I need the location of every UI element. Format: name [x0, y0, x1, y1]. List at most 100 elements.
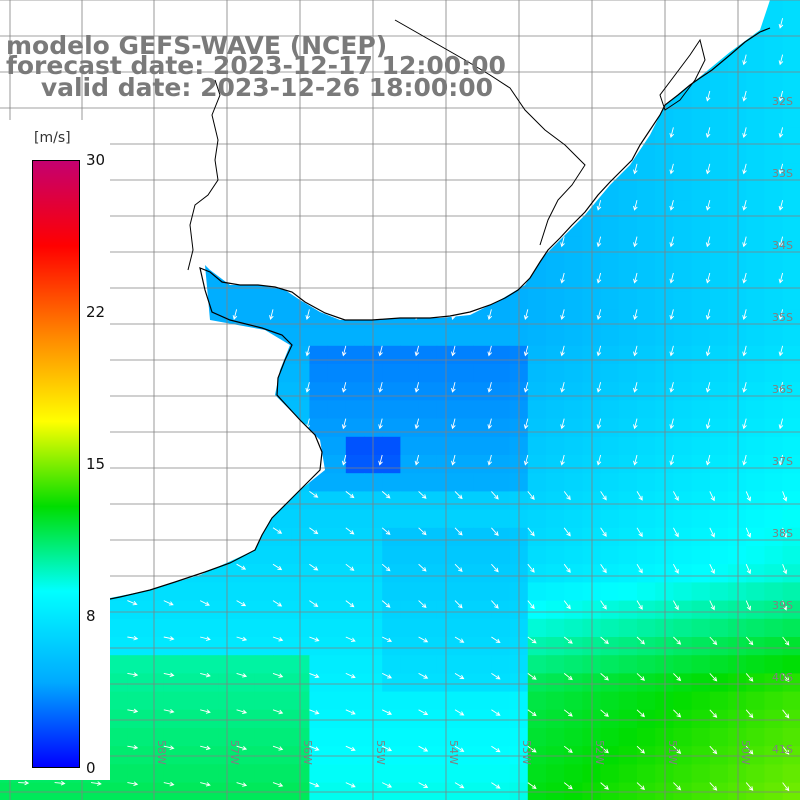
wind-cell [527, 327, 547, 347]
wind-cell [764, 509, 784, 529]
wind-arrow [742, 54, 747, 66]
wind-cell [182, 691, 201, 711]
wind-cell [782, 582, 800, 602]
wind-cell [728, 764, 747, 784]
wind-cell [527, 273, 547, 292]
wind-cell [564, 546, 583, 565]
wind-cell [218, 655, 238, 674]
wind-cell [127, 637, 147, 656]
wind-cell [309, 527, 329, 547]
wind-arrow [378, 454, 383, 466]
wind-cell [691, 236, 711, 256]
wind-cell [564, 400, 583, 420]
wind-arrow [236, 563, 247, 570]
wind-cell [728, 91, 747, 110]
wind-cell [0, 782, 19, 800]
wind-cell [728, 637, 747, 656]
wind-cell [345, 491, 365, 511]
wind-cell [728, 600, 747, 620]
wind-arrow [454, 673, 465, 680]
wind-cell [782, 418, 800, 438]
lat-label: 32S [772, 95, 793, 108]
wind-cell [327, 600, 347, 620]
wind-cell [491, 618, 511, 638]
wind-cell [673, 418, 693, 438]
wind-cell [691, 655, 711, 674]
wind-cell [291, 564, 310, 583]
wind-cell [254, 673, 274, 693]
wind-arrow [345, 600, 355, 608]
wind-cell [637, 618, 656, 638]
wind-cell [236, 782, 256, 800]
lat-label: 33S [772, 167, 793, 180]
wind-cell [418, 764, 438, 784]
wind-cell [746, 54, 765, 74]
wind-cell [382, 637, 401, 656]
wind-cell [345, 327, 365, 347]
wind-arrow [345, 672, 356, 679]
wind-arrow [633, 163, 638, 175]
wind-cell [382, 382, 401, 401]
wind-cell [418, 473, 438, 492]
wind-arrow [705, 309, 711, 320]
wind-arrow [381, 600, 391, 608]
wind-cell [728, 291, 747, 310]
wind-arrow [491, 709, 501, 716]
wind-arrow [563, 636, 573, 644]
wind-arrow [563, 600, 571, 610]
wind-cell [546, 637, 565, 656]
wind-arrow [560, 272, 565, 284]
wind-cell [236, 709, 256, 729]
wind-cell [491, 582, 511, 602]
wind-cell [273, 618, 292, 638]
wind-cell [637, 564, 656, 583]
wind-cell [673, 582, 693, 602]
wind-cell [618, 291, 638, 310]
wind-cell [218, 728, 238, 747]
wind-arrow [563, 491, 571, 501]
wind-arrow [414, 454, 420, 466]
wind-arrow [127, 672, 139, 677]
lat-label: 41S [772, 743, 793, 756]
wind-cell [673, 527, 693, 547]
wind-cell [473, 691, 492, 711]
wind-cell [455, 400, 474, 420]
wind-cell [127, 764, 147, 784]
wind-cell [764, 145, 784, 165]
wind-cell [673, 546, 693, 565]
wind-arrow [382, 782, 393, 788]
lagoon-outline [659, 38, 706, 111]
wind-arrow [705, 200, 711, 211]
wind-cell [637, 691, 656, 711]
wind-cell [618, 618, 638, 638]
wind-arrow [705, 454, 711, 466]
wind-cell [182, 582, 201, 602]
wind-cell [564, 382, 583, 401]
wind-cell [200, 618, 219, 638]
wind-cell [127, 782, 147, 800]
wind-arrow [272, 527, 283, 534]
wind-cell [218, 291, 238, 310]
wind-cell [728, 491, 747, 511]
wind-cell [473, 491, 492, 511]
lat-label: 35S [772, 311, 793, 324]
wind-arrow [163, 672, 175, 678]
wind-cell [527, 418, 547, 438]
wind-cell [728, 782, 747, 800]
wind-cell [218, 709, 238, 729]
wind-cell [691, 691, 711, 711]
wind-cell [273, 655, 292, 674]
wind-cell [618, 364, 638, 383]
wind-arrow [596, 454, 602, 466]
wind-cell [728, 728, 747, 747]
wind-arrow [200, 672, 211, 678]
wind-cell [418, 691, 438, 711]
wind-cell [291, 618, 310, 638]
wind-cell [691, 782, 711, 800]
wind-arrow [778, 236, 784, 248]
wind-cell [709, 509, 729, 529]
wind-cell [145, 782, 165, 800]
wind-cell [327, 582, 347, 602]
wind-cell [218, 782, 238, 800]
wind-cell [345, 673, 365, 693]
